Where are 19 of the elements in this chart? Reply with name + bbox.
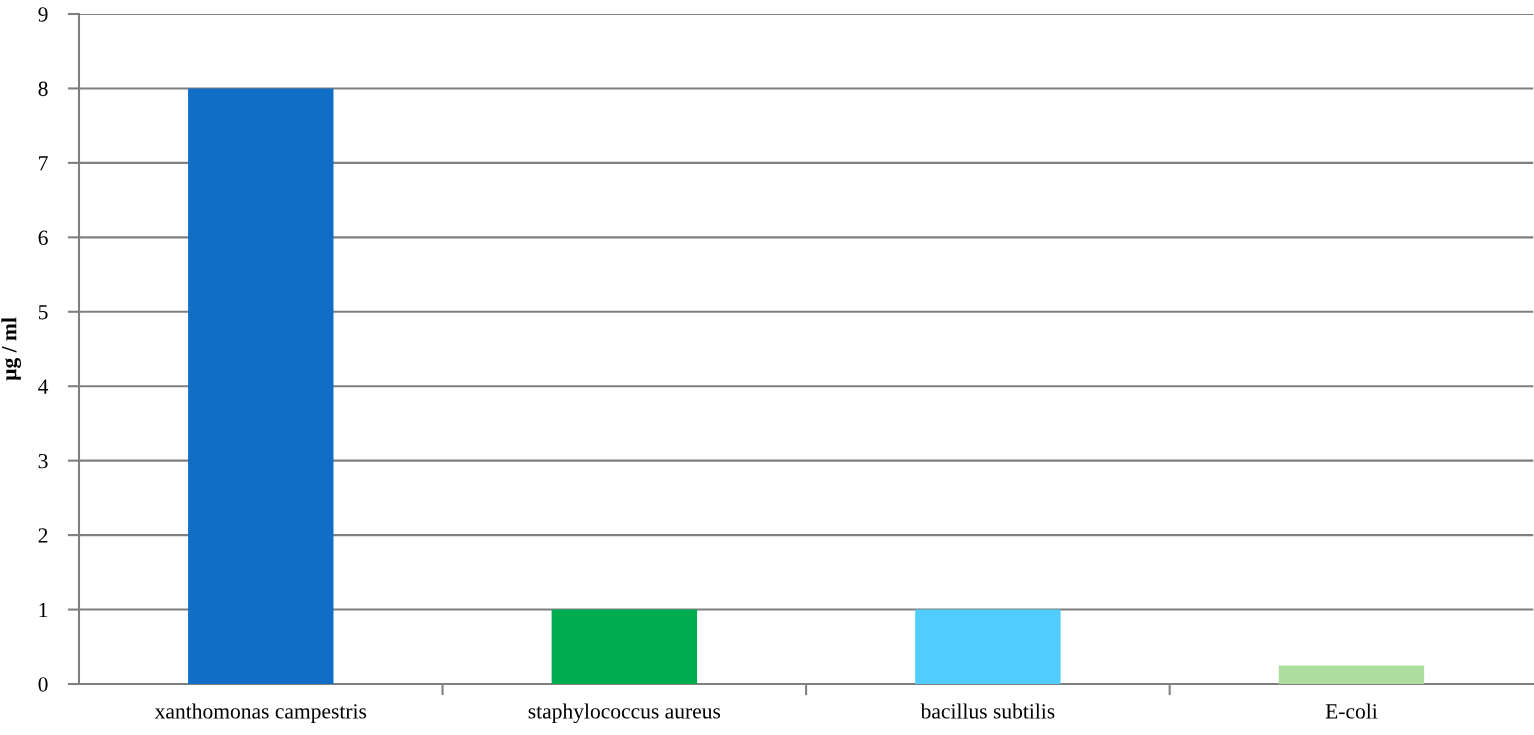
y-tick-label: 6: [38, 230, 48, 246]
y-tick-label: 9: [38, 7, 48, 22]
y-tick-label: 0: [38, 677, 48, 692]
bar: [551, 609, 698, 684]
bar: [1278, 665, 1425, 684]
y-tick-label: 5: [38, 305, 48, 320]
y-tick-label: 1: [39, 602, 48, 618]
y-tick-label: 8: [38, 81, 48, 97]
x-tick-label: bacillus subtilis: [920, 703, 1055, 719]
y-tick-label: 4: [38, 379, 49, 394]
y-axis-title: µg / ml: [1, 317, 22, 381]
y-tick-label: 3: [38, 453, 48, 469]
x-tick-label: staphylococcus aureus: [528, 703, 721, 724]
y-tick-label: 7: [39, 156, 48, 171]
bar: [915, 609, 1061, 684]
x-tick-label: xanthomonas campestris: [154, 703, 367, 723]
bar: [188, 88, 334, 684]
y-tick-label: 2: [38, 528, 48, 543]
x-tick-label: E-coli: [1325, 703, 1378, 719]
